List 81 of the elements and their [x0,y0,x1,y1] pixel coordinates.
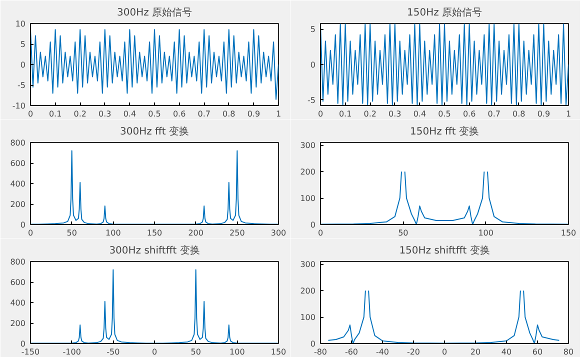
x-tick-label: 0.1 [338,110,352,118]
x-tick-label: 60 [532,348,543,356]
x-tick-label: -150 [21,348,40,356]
x-tick-label: 200 [188,228,204,238]
chart-title: 150Hz fft 变换 [410,126,480,138]
x-tick-label: 0.1 [48,110,62,118]
y-tick-label: 0 [20,60,26,70]
y-tick-label: 800 [10,258,26,266]
y-tick-label: -5 [308,96,316,105]
y-tick-label: 200 [300,286,316,296]
y-tick-label: 0 [310,60,316,70]
x-tick-label: -100 [62,348,81,356]
y-tick-label: 100 [300,313,316,322]
x-tick-label: 0.4 [413,110,426,118]
y-tick-label: 0 [310,220,316,230]
x-tick-label: 50 [398,228,408,238]
x-tick-label: 20 [470,348,481,356]
y-tick-label: 400 [10,298,26,308]
y-tick-label: 200 [300,168,316,177]
x-tick-label: 0.5 [438,110,451,118]
x-tick-label: 80 [563,348,574,356]
y-tick-label: -10 [12,102,26,110]
x-tick-label: 40 [501,348,512,356]
x-tick-label: 0.7 [198,110,210,118]
x-tick-label: 300 [270,228,286,238]
chart-title: 150Hz shiftfft 变换 [399,244,490,256]
y-tick-label: 200 [10,200,26,209]
x-tick-label: -20 [406,348,420,356]
y-tick-label: 5 [20,40,26,49]
x-tick-label: 100 [478,228,494,238]
x-tick-label: 0.2 [364,110,376,118]
y-tick-label: 200 [10,319,26,328]
x-tick-label: 0.8 [512,110,526,118]
chart-title: 300Hz shiftfft 变换 [109,244,200,256]
x-tick-label: 0.3 [388,110,402,118]
x-tick-label: -60 [344,348,358,356]
y-tick-label: 800 [10,138,26,148]
x-tick-label: 0 [318,228,324,238]
x-tick-label: 0.6 [172,110,186,118]
y-tick-label: 10 [15,20,26,28]
x-tick-label: 150 [270,348,286,356]
chart-title: 150Hz 原始信号 [406,6,482,18]
x-tick-label: 50 [190,348,201,356]
x-tick-label: 0 [442,348,448,356]
x-tick-label: 0.3 [98,110,112,118]
x-tick-label: 100 [106,228,121,238]
x-tick-label: 1 [276,110,282,118]
y-tick-label: 600 [10,278,26,287]
chart-title: 300Hz fft 变换 [120,126,190,138]
y-tick-label: 5 [310,25,316,34]
x-tick-label: 0.7 [488,110,500,118]
y-tick-label: 100 [300,194,316,204]
x-tick-label: 0.6 [462,110,476,118]
x-tick-label: 0.9 [247,110,260,118]
y-tick-label: 400 [10,180,26,188]
x-tick-label: 0 [28,110,34,118]
y-tick-label: -5 [18,81,26,90]
x-tick-label: 150 [146,228,162,238]
chart-title: 300Hz 原始信号 [116,6,192,18]
x-tick-label: 0.8 [222,110,236,118]
y-tick-label: 600 [10,159,26,168]
x-tick-label: 0.4 [123,110,136,118]
x-tick-label: 150 [560,228,576,238]
x-tick-label: -40 [376,348,390,356]
x-tick-label: 0 [318,110,324,118]
y-tick-label: 300 [300,141,316,150]
x-tick-label: 250 [230,228,245,238]
y-tick-label: 0 [20,220,26,230]
x-tick-label: 0.9 [537,110,550,118]
x-tick-label: 0.5 [148,110,161,118]
x-tick-label: 0 [152,348,158,356]
x-tick-label: -50 [106,348,120,356]
y-tick-label: 0 [20,340,26,348]
x-tick-label: 100 [230,348,245,356]
x-tick-label: 1 [566,110,572,118]
y-tick-label: 0 [310,340,316,348]
x-tick-label: 0 [28,228,34,238]
y-tick-label: 300 [300,260,316,270]
x-tick-label: 0.2 [74,110,86,118]
x-tick-label: 50 [66,228,77,238]
x-tick-label: -80 [314,348,328,356]
